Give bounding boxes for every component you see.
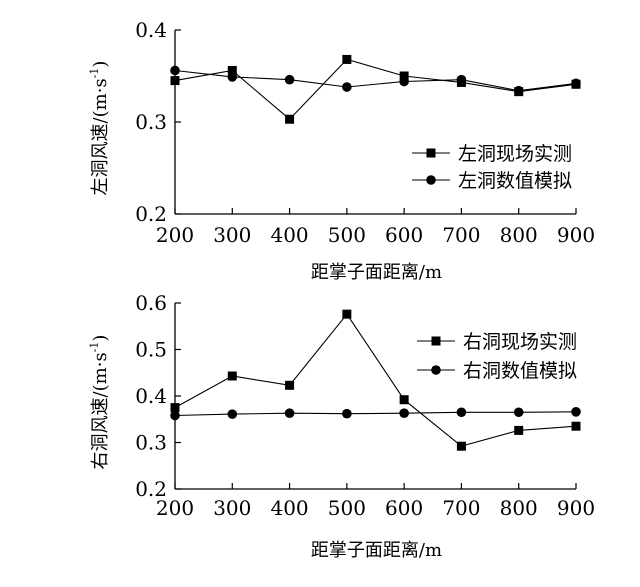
- x-tick-label: 600: [385, 223, 423, 247]
- data-point-square: [399, 395, 409, 405]
- y-tick-label: 0.6: [135, 291, 167, 315]
- data-point-circle: [399, 76, 409, 87]
- x-tick-label: 300: [213, 223, 251, 247]
- y-tick-label: 0.2: [135, 477, 167, 501]
- data-point-circle: [227, 72, 238, 82]
- x-tick-label: 400: [270, 496, 308, 520]
- legend-entry: 右洞数值模拟: [417, 360, 577, 382]
- chart-panel-1: 0.2 0.3 0.4 200 300 400 500 600 700 800 900 距掌子面距离/…: [88, 18, 595, 283]
- legend-entry: 右洞现场实测: [417, 331, 577, 353]
- series-line: [174, 313, 577, 447]
- data-point-circle: [513, 407, 524, 418]
- data-point-circle: [284, 74, 295, 85]
- series-2: [170, 65, 581, 96]
- y-tick-label: 0.4: [135, 18, 167, 42]
- data-point-square: [342, 54, 352, 64]
- data-point-circle: [342, 82, 352, 92]
- legend-marker: [426, 175, 436, 185]
- data-point-square: [227, 65, 237, 75]
- x-axis-title: 距掌子面距离/m: [311, 540, 442, 561]
- data-point-square: [456, 441, 466, 451]
- data-point-square: [399, 71, 409, 81]
- y-tick-label: 0.2: [135, 202, 167, 226]
- x-tick-label: 900: [557, 496, 595, 520]
- y-tick-label: 0.5: [135, 338, 167, 362]
- data-point-square: [571, 421, 581, 431]
- data-point-square: [170, 403, 180, 413]
- x-tick-label: 700: [442, 223, 480, 247]
- x-tick-label: 800: [500, 223, 538, 247]
- data-point-square: [514, 425, 524, 435]
- data-point-square: [227, 371, 237, 381]
- data-point-circle: [284, 408, 295, 419]
- data-point-circle: [513, 85, 524, 96]
- data-point-circle: [571, 78, 581, 89]
- data-point-circle: [170, 410, 180, 421]
- x-tick-label: 800: [500, 496, 538, 520]
- legend-label: 右洞数值模拟: [463, 360, 577, 382]
- legend-label: 右洞现场实测: [463, 331, 577, 353]
- x-tick-label: 200: [156, 223, 194, 247]
- data-point-square: [285, 114, 295, 124]
- legend-entry: 左洞数值模拟: [412, 170, 572, 192]
- data-point-circle: [399, 408, 409, 419]
- series-1: [170, 309, 581, 451]
- x-tick-label: 900: [557, 223, 595, 247]
- x-tick-label: 400: [270, 223, 308, 247]
- y-tick-label: 0.3: [135, 110, 167, 134]
- data-point-circle: [456, 407, 467, 418]
- x-tick-label: 500: [328, 496, 366, 520]
- y-tick-label: 0.3: [135, 431, 167, 455]
- data-point-square: [285, 380, 295, 390]
- legend-marker: [431, 365, 441, 375]
- data-point-circle: [342, 408, 352, 419]
- chart-panel-2: 0.2 0.3 0.4 0.5 0.6 200 300 400 500 600 700 800 900 距…: [88, 291, 595, 561]
- series-line: [174, 58, 577, 120]
- series-2: [170, 407, 581, 421]
- legend-entry: 左洞现场实测: [412, 143, 572, 165]
- data-point-circle: [170, 65, 180, 76]
- data-point-circle: [571, 407, 581, 417]
- series-line: [174, 69, 577, 92]
- y-tick-label: 0.4: [135, 384, 167, 408]
- data-point-circle: [227, 409, 238, 419]
- series-line: [174, 411, 577, 417]
- y-axis-title: 左洞风速/(m·s-1): [88, 61, 111, 196]
- x-tick-label: 500: [328, 223, 366, 247]
- x-axis-title: 距掌子面距离/m: [311, 262, 442, 283]
- x-tick-label: 700: [442, 496, 480, 520]
- legend-marker: [431, 336, 441, 346]
- data-point-square: [170, 76, 180, 86]
- x-tick-label: 600: [385, 496, 423, 520]
- legend-marker: [426, 148, 436, 158]
- y-axis-title: 右洞风速/(m·s-1): [88, 335, 111, 470]
- x-tick-label: 200: [156, 496, 194, 520]
- data-point-circle: [456, 74, 467, 85]
- legend-label: 左洞数值模拟: [458, 170, 572, 192]
- legend-label: 左洞现场实测: [458, 143, 572, 165]
- data-point-square: [342, 309, 352, 319]
- x-tick-label: 300: [213, 496, 251, 520]
